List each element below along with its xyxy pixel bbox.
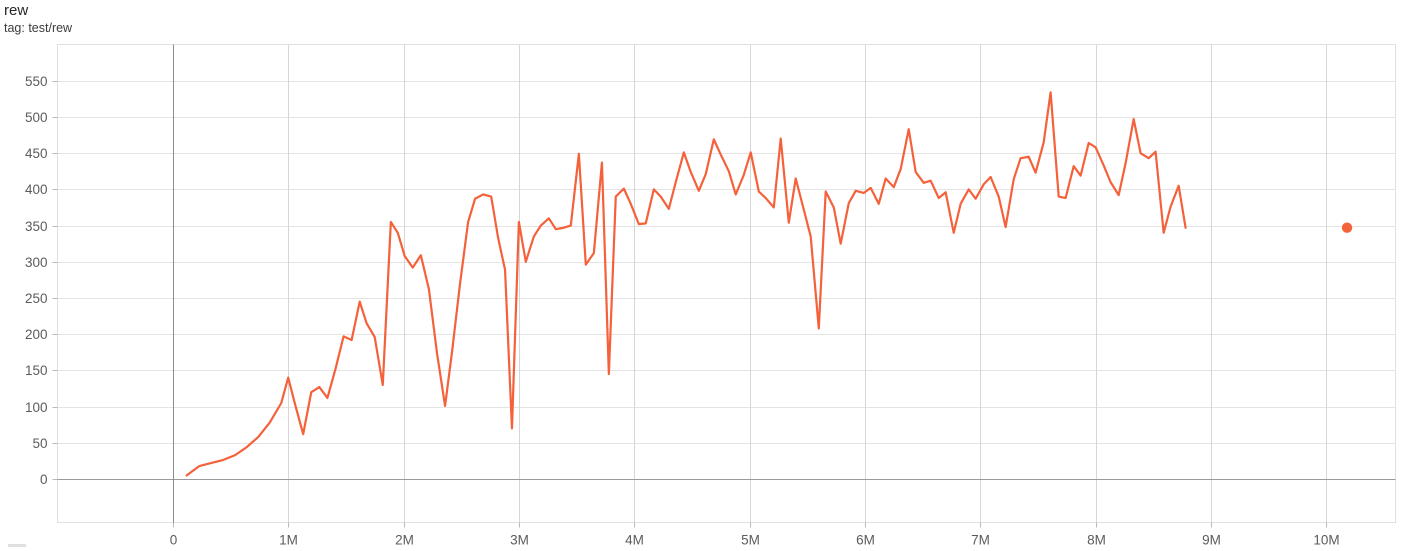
y-tick-label: 150 <box>25 363 48 378</box>
x-tick-label: 4M <box>625 533 644 548</box>
y-tick-label: 300 <box>25 255 48 270</box>
y-tick-label: 200 <box>25 327 48 342</box>
x-tick-label: 7M <box>971 533 990 548</box>
chart-tag-label: tag: test/rew <box>4 20 73 35</box>
x-tick-label: 1M <box>279 533 298 548</box>
series-end-point-marker[interactable] <box>1341 222 1353 233</box>
x-tick-label: 5M <box>741 533 760 548</box>
bottom-scroll-artifact <box>8 544 26 547</box>
y-tick-label: 550 <box>25 74 48 89</box>
plot-border <box>57 44 1396 523</box>
y-tick-label: 350 <box>25 219 48 234</box>
horizontal-gridlines <box>57 81 1396 480</box>
y-axis-tick-labels: 0 50 100 150 200 250 300 350 400 450 500 550 <box>25 74 48 487</box>
plot-frame <box>57 44 1396 523</box>
y-tick-label: 100 <box>25 400 48 415</box>
y-tick-label: 0 <box>40 472 48 487</box>
data-series-group[interactable] <box>185 91 1353 477</box>
chart-header: rew tag: test/rew <box>4 2 72 35</box>
y-tick-label: 50 <box>32 436 47 451</box>
x-tick-label: 0 <box>170 533 178 548</box>
x-tick-label: 6M <box>856 533 875 548</box>
y-tick-label: 250 <box>25 291 48 306</box>
x-tick-label: 8M <box>1087 533 1106 548</box>
y-tick-label: 400 <box>25 182 48 197</box>
x-tick-label: 9M <box>1202 533 1221 548</box>
x-tick-label: 2M <box>395 533 414 548</box>
y-tick-label: 450 <box>25 146 48 161</box>
vertical-gridlines <box>173 44 1327 523</box>
x-axis-tick-labels: 0 1M 2M 3M 4M 5M 6M 7M 8M 9M 10M <box>170 533 1340 548</box>
series-line-test-rew[interactable] <box>185 91 1187 477</box>
tick-marks <box>52 81 1327 528</box>
x-tick-label: 3M <box>510 533 529 548</box>
axis-lines <box>57 44 1396 523</box>
page-title: rew <box>4 2 29 19</box>
x-tick-label: 10M <box>1313 533 1339 548</box>
y-tick-label: 500 <box>25 110 48 125</box>
